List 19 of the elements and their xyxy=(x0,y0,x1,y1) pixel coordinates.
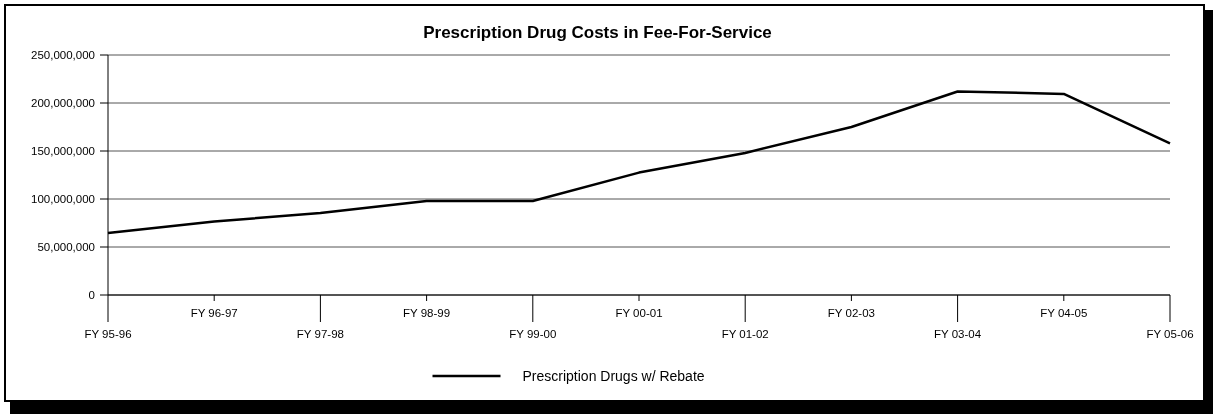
legend-label: Prescription Drugs w/ Rebate xyxy=(522,368,705,384)
y-tick-label: 50,000,000 xyxy=(37,241,95,253)
y-tick-label: 200,000,000 xyxy=(31,97,95,109)
x-tick-label: FY 05-06 xyxy=(1146,328,1194,340)
x-tick-label: FY 03-04 xyxy=(934,328,982,340)
x-tick-label: FY 98-99 xyxy=(403,307,451,319)
x-tick-label: FY 96-97 xyxy=(190,307,238,319)
x-tick-label: FY 99-00 xyxy=(509,328,557,340)
x-tick-label: FY 97-98 xyxy=(296,328,344,340)
x-tick-label: FY 01-02 xyxy=(721,328,769,340)
x-tick-label: FY 95-96 xyxy=(84,328,132,340)
x-tick-label: FY 00-01 xyxy=(615,307,663,319)
y-tick-label: 250,000,000 xyxy=(31,49,95,61)
y-tick-label: 150,000,000 xyxy=(31,145,95,157)
y-tick-label: 100,000,000 xyxy=(31,193,95,205)
chart-title: Prescription Drug Costs in Fee-For-Service xyxy=(423,23,772,42)
y-tick-label: 0 xyxy=(88,289,95,301)
x-tick-label: FY 02-03 xyxy=(827,307,875,319)
x-tick-label: FY 04-05 xyxy=(1040,307,1088,319)
